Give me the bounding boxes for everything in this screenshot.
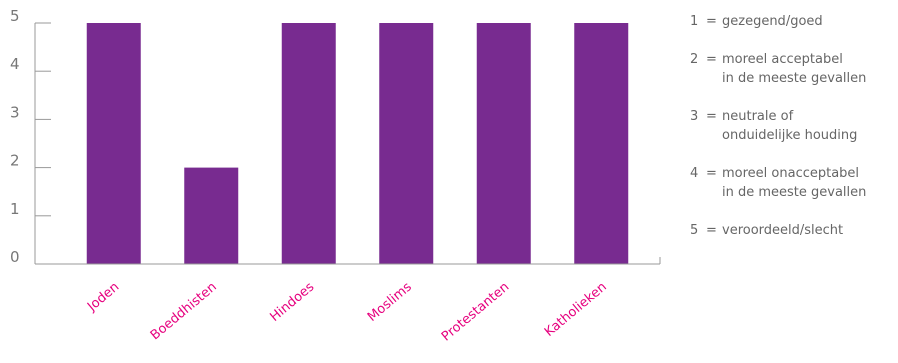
- y-tick-label: 0: [10, 248, 20, 266]
- legend-text: moreel onacceptabel in de meeste gevalle…: [722, 166, 867, 200]
- legend-text: neutrale of onduidelijke houding: [722, 109, 858, 143]
- legend-equals: =: [706, 166, 717, 181]
- x-tick-label: Katholieken: [542, 280, 610, 340]
- legend-item-5: 5 = veroordeeld/slecht: [690, 221, 895, 240]
- x-tick-label: Joden: [84, 280, 122, 315]
- legend-equals: =: [706, 109, 717, 124]
- bar: [379, 23, 434, 264]
- legend-equals: =: [706, 14, 717, 29]
- x-tick-label: Protestanten: [439, 280, 512, 345]
- legend-number: 5: [690, 223, 699, 238]
- y-ticks-group: 0 1 2 3 4 5: [10, 7, 51, 266]
- legend-text: veroordeeld/slecht: [722, 223, 844, 238]
- legend-number: 2: [690, 52, 699, 67]
- y-tick-label: 3: [10, 103, 20, 121]
- y-tick-label: 5: [10, 7, 20, 25]
- legend-item-1: 1 = gezegend/goed: [690, 12, 895, 31]
- x-tick-label: Hindoes: [267, 279, 317, 324]
- legend-text: moreel acceptabel in de meeste gevallen: [722, 52, 867, 86]
- legend-item-3: 3 = neutrale of onduidelijke houding: [690, 107, 895, 145]
- legend-equals: =: [706, 223, 717, 238]
- legend-number: 4: [690, 166, 699, 181]
- legend-item-4: 4 = moreel onacceptabel in de meeste gev…: [690, 164, 895, 202]
- legend-number: 3: [690, 109, 699, 124]
- bar: [184, 167, 239, 264]
- bar: [86, 23, 141, 264]
- legend-equals: =: [706, 52, 717, 67]
- legend-text: gezegend/goed: [722, 14, 823, 29]
- legend: 1 = gezegend/goed 2 = moreel acceptabel …: [690, 12, 895, 259]
- bar: [476, 23, 531, 264]
- bar: [574, 23, 629, 264]
- x-tick-label: Boeddhisten: [148, 280, 220, 344]
- y-tick-label: 1: [10, 200, 20, 218]
- bar: [281, 23, 336, 264]
- bar-chart: 0 1 2 3 4 5 Joden Boeddhisten Hindoes Moslims Pro…: [10, 7, 661, 345]
- bars-group: [86, 23, 629, 264]
- x-tick-label: Moslims: [365, 279, 415, 324]
- y-tick-label: 4: [10, 55, 20, 73]
- y-tick-label: 2: [10, 152, 20, 170]
- x-ticks-group: Joden Boeddhisten Hindoes Moslims Protestant…: [84, 279, 610, 344]
- legend-item-2: 2 = moreel acceptabel in de meeste geval…: [690, 50, 895, 88]
- legend-number: 1: [690, 14, 699, 29]
